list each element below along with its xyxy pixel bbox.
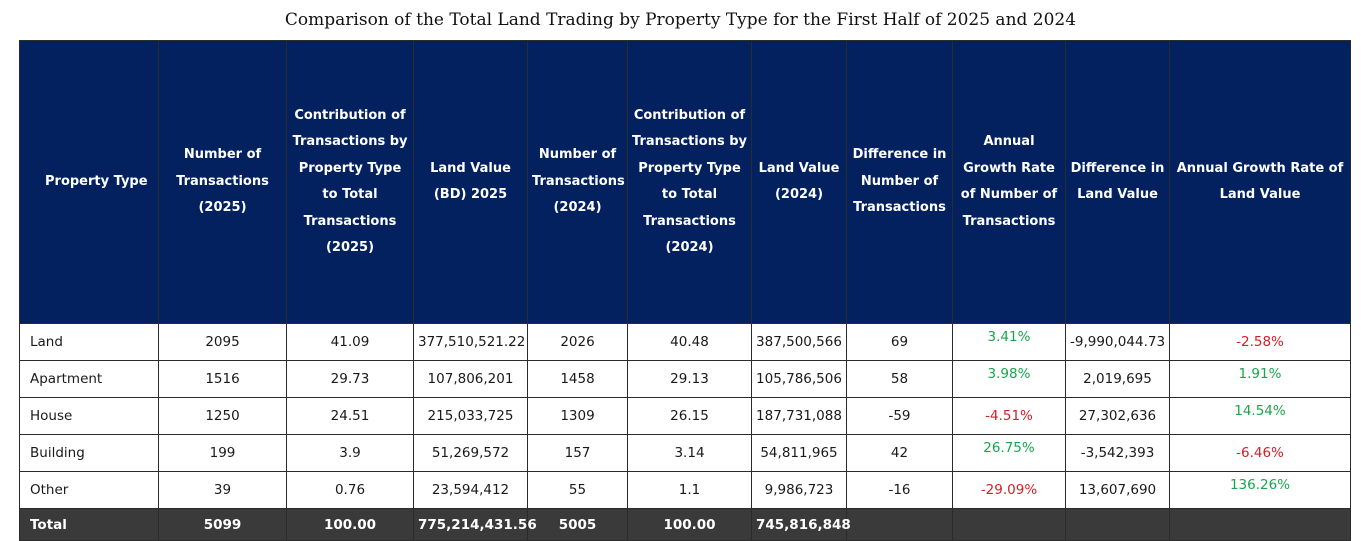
total-label: Total bbox=[19, 508, 159, 541]
total-cell bbox=[846, 508, 953, 541]
table-cell: 105,786,506 bbox=[751, 360, 847, 398]
table-cell: 29.13 bbox=[627, 360, 752, 398]
column-header: Property Type bbox=[19, 40, 159, 324]
column-header: Difference in Land Value bbox=[1065, 40, 1170, 324]
table-cell: 42 bbox=[846, 434, 953, 472]
table-cell: -9,990,044.73 bbox=[1065, 323, 1170, 361]
column-header: Contribution of Transactions by Property… bbox=[286, 40, 414, 324]
column-header: Number of Transactions (2025) bbox=[158, 40, 287, 324]
table-cell: 2026 bbox=[527, 323, 628, 361]
total-cell: 5099 bbox=[158, 508, 287, 541]
column-header: Contribution of Transactions by Property… bbox=[627, 40, 752, 324]
total-cell: 100.00 bbox=[627, 508, 752, 541]
table-cell: 1309 bbox=[527, 397, 628, 435]
total-row: Total 5099 100.00 775,214,431.56 5005 10… bbox=[19, 508, 1351, 541]
table-row: Apartment 1516 29.73 107,806,201 1458 29… bbox=[19, 360, 1351, 398]
table-title: Comparison of the Total Land Trading by … bbox=[284, 10, 1077, 30]
table-cell: 26.75% bbox=[952, 434, 1066, 472]
table-cell: 1.1 bbox=[627, 471, 752, 509]
table-cell: Land bbox=[19, 323, 159, 361]
table-cell: 3.41% bbox=[952, 323, 1066, 361]
header-row: Property Type Number of Transactions (20… bbox=[19, 40, 1351, 324]
table-row: Land 2095 41.09 377,510,521.22 2026 40.4… bbox=[19, 323, 1351, 361]
table-cell: 387,500,566 bbox=[751, 323, 847, 361]
table-cell: 157 bbox=[527, 434, 628, 472]
table-cell: 199 bbox=[158, 434, 287, 472]
total-cell bbox=[1169, 508, 1351, 541]
table-cell: 13,607,690 bbox=[1065, 471, 1170, 509]
total-cell bbox=[1065, 508, 1170, 541]
column-header: Number of Transactions (2024) bbox=[527, 40, 628, 324]
table-row: House 1250 24.51 215,033,725 1309 26.15 … bbox=[19, 397, 1351, 435]
total-cell bbox=[952, 508, 1066, 541]
total-cell: 775,214,431.56 bbox=[413, 508, 537, 541]
table-cell: 9,986,723 bbox=[751, 471, 847, 509]
table-cell: 1516 bbox=[158, 360, 287, 398]
total-cell: 5005 bbox=[527, 508, 628, 541]
table-cell: 54,811,965 bbox=[751, 434, 847, 472]
table-cell: -16 bbox=[846, 471, 953, 509]
table-cell: 26.15 bbox=[627, 397, 752, 435]
table-cell: 107,806,201 bbox=[413, 360, 528, 398]
table-row: Other 39 0.76 23,594,412 55 1.1 9,986,72… bbox=[19, 471, 1351, 509]
column-header: Annual Growth Rate of Land Value bbox=[1169, 40, 1351, 324]
table-row: Building 199 3.9 51,269,572 157 3.14 54,… bbox=[19, 434, 1351, 472]
column-header: Annual Growth Rate of Number of Transact… bbox=[952, 40, 1066, 324]
table-cell: 2095 bbox=[158, 323, 287, 361]
table-cell: -2.58% bbox=[1169, 323, 1351, 361]
table-cell: 377,510,521.22 bbox=[413, 323, 528, 361]
table-cell: Building bbox=[19, 434, 159, 472]
table-cell: 14.54% bbox=[1169, 397, 1351, 435]
table-cell: 1250 bbox=[158, 397, 287, 435]
table-cell: 39 bbox=[158, 471, 287, 509]
table-cell: 24.51 bbox=[286, 397, 414, 435]
land-trading-table: Property Type Number of Transactions (20… bbox=[19, 40, 1351, 541]
total-cell: 745,816,848 bbox=[751, 508, 851, 541]
table-cell: -3,542,393 bbox=[1065, 434, 1170, 472]
table-cell: 136.26% bbox=[1169, 471, 1351, 509]
table-cell: 3.14 bbox=[627, 434, 752, 472]
table-cell: -4.51% bbox=[952, 397, 1066, 435]
column-header: Land Value (2024) bbox=[751, 40, 847, 324]
table-cell: 1.91% bbox=[1169, 360, 1351, 398]
column-header: Difference in Number of Transactions bbox=[846, 40, 953, 324]
table-cell: 187,731,088 bbox=[751, 397, 847, 435]
table-cell: -6.46% bbox=[1169, 434, 1351, 472]
table-cell: 2,019,695 bbox=[1065, 360, 1170, 398]
table-cell: Other bbox=[19, 471, 159, 509]
total-cell: 100.00 bbox=[286, 508, 414, 541]
table-cell: 0.76 bbox=[286, 471, 414, 509]
table-cell: 29.73 bbox=[286, 360, 414, 398]
table-cell: 51,269,572 bbox=[413, 434, 528, 472]
table-cell: 3.9 bbox=[286, 434, 414, 472]
table-cell: 41.09 bbox=[286, 323, 414, 361]
table-cell: 27,302,636 bbox=[1065, 397, 1170, 435]
table-cell: House bbox=[19, 397, 159, 435]
table-cell: 69 bbox=[846, 323, 953, 361]
table-cell: Apartment bbox=[19, 360, 159, 398]
table-cell: 58 bbox=[846, 360, 953, 398]
table-cell: 1458 bbox=[527, 360, 628, 398]
table-cell: -29.09% bbox=[952, 471, 1066, 509]
column-header: Land Value (BD) 2025 bbox=[413, 40, 528, 324]
table-cell: 40.48 bbox=[627, 323, 752, 361]
table-cell: 215,033,725 bbox=[413, 397, 528, 435]
table-cell: 23,594,412 bbox=[413, 471, 528, 509]
table-cell: -59 bbox=[846, 397, 953, 435]
table-cell: 3.98% bbox=[952, 360, 1066, 398]
table-cell: 55 bbox=[527, 471, 628, 509]
